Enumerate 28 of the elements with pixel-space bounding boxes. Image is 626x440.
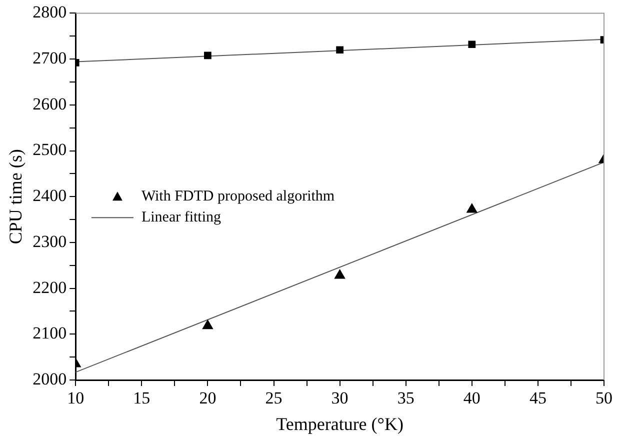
x-tick-label: 30 [331,388,348,408]
x-tick-label: 15 [133,388,150,408]
y-tick-label: 2300 [32,232,67,251]
y-tick-label: 2200 [32,278,67,297]
legend-label: Linear fitting [141,210,222,226]
point [336,46,344,54]
y-axis-title: CPU time (s) [6,149,26,244]
y-tick-label: 2400 [32,186,67,206]
point [466,203,478,213]
y-tick-label: 2100 [32,324,67,343]
legend-label: With FDTD proposed algorithm [141,188,335,205]
x-tick-label: 10 [67,388,84,408]
point [468,40,476,48]
x-tick-label: 25 [265,388,282,408]
y-tick-label: 2600 [32,94,67,114]
y-tick-label: 2000 [32,369,67,388]
point [204,52,212,60]
point [202,320,213,330]
x-tick-label: 50 [596,388,612,408]
y-tick-label: 2500 [32,140,67,160]
y-tick-label: 2800 [32,2,67,22]
x-tick-label: 45 [529,388,546,408]
x-tick-label: 40 [463,388,480,408]
x-tick-label: 35 [397,388,414,408]
x-axis-title: Temperature (°K) [276,414,404,434]
y-tick-label: 2700 [32,48,67,68]
point [334,269,346,279]
x-tick-label: 20 [199,388,216,408]
